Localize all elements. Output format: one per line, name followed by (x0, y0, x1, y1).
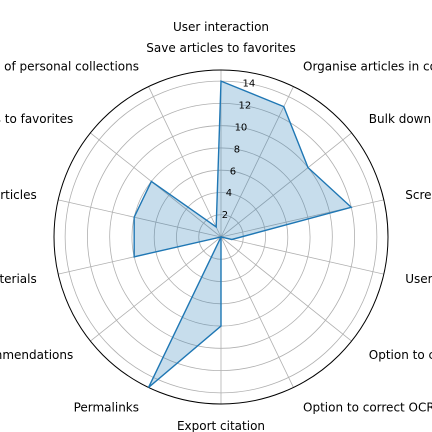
category-label: Export citation (177, 419, 265, 432)
series-line (133, 80, 353, 388)
r-tick-label: 4 (226, 188, 232, 199)
outer-frame (53, 69, 389, 405)
r-tick-label: 14 (243, 79, 256, 90)
category-label: Permalinks (74, 400, 139, 414)
category-label: Save queries to favorites (0, 112, 73, 126)
category-label: Comparative view of personal collections (0, 60, 139, 74)
grid-spoke (220, 132, 352, 238)
category-labels: Save articles to favorites Organise artic… (0, 41, 432, 432)
chart-title: User interaction (173, 20, 269, 34)
category-label: Bulk download (369, 112, 432, 126)
category-label: Tag articles (0, 188, 37, 202)
r-tick-label: 6 (230, 166, 236, 177)
grid-spoke (148, 86, 222, 238)
grid-spoke (220, 236, 384, 275)
r-tick-label: 8 (234, 144, 240, 155)
grid-spoke (220, 199, 384, 238)
category-label: Organise articles in collections/folders (303, 60, 432, 74)
category-label: Screenshot tool (405, 188, 432, 202)
grid-spoke (220, 236, 352, 342)
r-tick-label: 2 (222, 210, 228, 221)
category-label: Personalised recommendations (0, 348, 73, 362)
category-label: Keep track of viewed materials (0, 272, 37, 286)
grid-spoke (58, 199, 222, 238)
category-label: Users can add/edit of metadata (405, 272, 432, 286)
series-area (134, 81, 352, 388)
category-label: Option to correct OLR (369, 348, 432, 362)
radial-tick-labels: 2 4 6 8 10 12 14 (222, 79, 255, 221)
r-tick-label: 10 (235, 122, 248, 133)
grid-spoke (220, 86, 294, 238)
radar-series (133, 80, 353, 388)
category-label: Save articles to favorites (146, 41, 295, 55)
r-tick-label: 12 (239, 101, 252, 112)
category-label: Option to correct OCR (303, 400, 432, 414)
grid-spoke (220, 236, 294, 388)
grid-spoke (90, 236, 222, 342)
